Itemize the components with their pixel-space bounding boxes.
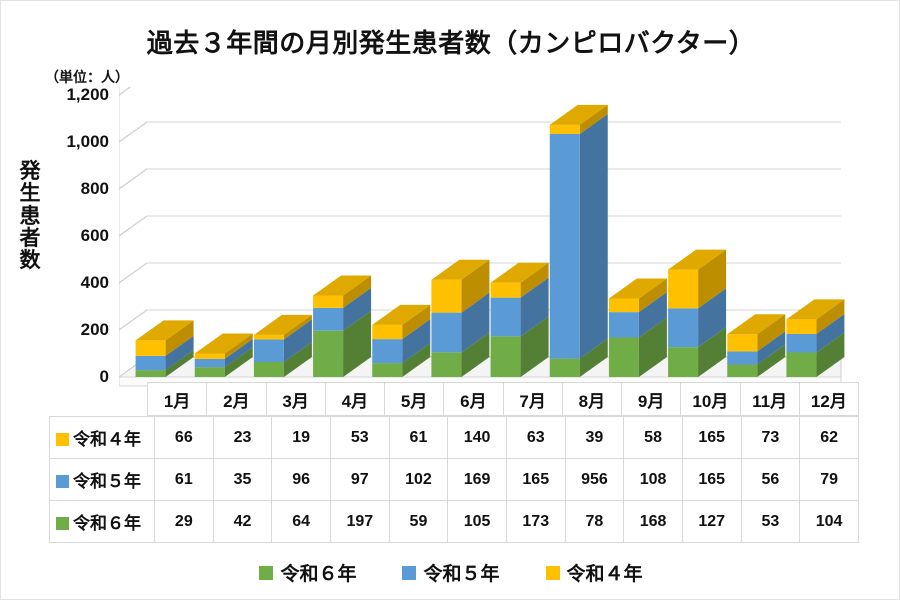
series-color-swatch-icon bbox=[56, 433, 69, 446]
table-cell-令和４年-5月: 61 bbox=[388, 416, 449, 459]
x-axis-month-labels: 1月 2月 3月 4月 5月 6月 7月 8月 9月 10月 11月 12月 bbox=[147, 382, 859, 416]
table-cell-令和６年-3月: 64 bbox=[271, 500, 331, 543]
table-row: 令和４年 66 23 19 53 61 140 63 39 58 165 73 62 bbox=[49, 416, 859, 459]
table-cell-令和４年-7月: 63 bbox=[505, 416, 566, 459]
table-cell-令和４年-12月: 62 bbox=[799, 416, 859, 459]
y-tick-200: 200 bbox=[80, 320, 109, 339]
x-axis-label-8月: 8月 bbox=[563, 383, 622, 415]
table-cell-令和５年-10月: 165 bbox=[681, 458, 742, 501]
table-cell-令和５年-12月: 79 bbox=[799, 458, 859, 501]
legend-item-令和６年[interactable]: 令和６年 bbox=[259, 559, 356, 586]
table-cell-令和６年-4月: 197 bbox=[329, 500, 390, 543]
table-cell-令和４年-3月: 19 bbox=[271, 416, 331, 459]
table-row-label-text: 令和５年 bbox=[73, 472, 141, 491]
bar-column-9月 bbox=[608, 278, 667, 377]
table-row-label-text: 令和４年 bbox=[73, 430, 141, 449]
table-cell-令和４年-11月: 73 bbox=[740, 416, 801, 459]
table-cell-令和５年-6月: 169 bbox=[447, 458, 507, 501]
legend-marker-icon bbox=[545, 565, 560, 580]
bar-column-2月 bbox=[194, 333, 253, 377]
table-cell-令和５年-4月: 97 bbox=[329, 458, 390, 501]
table-row: 令和５年 61 35 96 97 102 169 165 956 108 165 56 79 bbox=[49, 458, 859, 501]
y-tick-0: 0 bbox=[99, 367, 109, 386]
table-cell-令和６年-7月: 173 bbox=[505, 500, 566, 543]
legend-marker-icon bbox=[402, 565, 417, 580]
bar-column-8月 bbox=[549, 104, 608, 377]
table-row: 令和６年 29 42 64 197 59 105 173 78 168 127 53 104 bbox=[49, 500, 859, 543]
table-cell-令和４年-10月: 165 bbox=[681, 416, 742, 459]
bar-column-4月 bbox=[313, 275, 372, 377]
table-row-label-令和６年: 令和６年 bbox=[49, 500, 155, 543]
series-color-swatch-icon bbox=[56, 517, 69, 530]
bar-column-11月 bbox=[727, 314, 786, 377]
bar-column-10月 bbox=[668, 249, 727, 377]
table-cell-令和５年-9月: 108 bbox=[623, 458, 683, 501]
legend-label: 令和４年 bbox=[566, 564, 643, 585]
bar-column-1月 bbox=[135, 320, 194, 377]
y-tick-800: 800 bbox=[80, 179, 109, 198]
y-axis-title: 発生患者数 bbox=[19, 160, 41, 272]
plot-area bbox=[119, 87, 859, 387]
table-cell-令和６年-2月: 42 bbox=[212, 500, 273, 543]
table-cell-令和５年-1月: 61 bbox=[154, 458, 214, 501]
table-cell-令和６年-5月: 59 bbox=[388, 500, 449, 543]
legend-label: 令和６年 bbox=[280, 564, 357, 585]
table-cell-令和５年-3月: 96 bbox=[271, 458, 331, 501]
table-cell-令和６年-12月: 104 bbox=[799, 500, 859, 543]
y-tick-1000: 1,000 bbox=[66, 132, 109, 151]
table-cell-令和６年-11月: 53 bbox=[740, 500, 801, 543]
table-cell-令和４年-6月: 140 bbox=[447, 416, 507, 459]
table-cell-令和５年-2月: 35 bbox=[212, 458, 273, 501]
y-tick-400: 400 bbox=[80, 273, 109, 292]
bar-column-7月 bbox=[490, 262, 549, 377]
chart-legend: 令和６年 令和５年 令和４年 bbox=[1, 559, 899, 586]
x-axis-label-12月: 12月 bbox=[800, 383, 859, 415]
x-axis-label-6月: 6月 bbox=[444, 383, 504, 415]
table-cell-令和４年-4月: 53 bbox=[329, 416, 390, 459]
table-cell-令和６年-8月: 78 bbox=[564, 500, 625, 543]
table-cell-令和６年-1月: 29 bbox=[154, 500, 214, 543]
table-cell-令和５年-5月: 102 bbox=[388, 458, 449, 501]
table-cell-令和４年-1月: 66 bbox=[154, 416, 214, 459]
y-tick-1200: 1,200 bbox=[66, 85, 109, 104]
y-axis-tick-labels: 0 200 400 600 800 1,000 1,200 bbox=[1, 85, 119, 387]
table-cell-令和４年-9月: 58 bbox=[623, 416, 683, 459]
table-cell-令和６年-6月: 105 bbox=[447, 500, 507, 543]
x-axis-label-2月: 2月 bbox=[207, 383, 267, 415]
bar-column-5月 bbox=[372, 304, 431, 377]
table-cell-令和５年-8月: 956 bbox=[564, 458, 625, 501]
x-axis-label-11月: 11月 bbox=[741, 383, 800, 415]
legend-marker-icon bbox=[259, 565, 274, 580]
x-axis-label-7月: 7月 bbox=[504, 383, 563, 415]
x-axis-label-4月: 4月 bbox=[326, 383, 385, 415]
table-cell-令和６年-9月: 168 bbox=[623, 500, 683, 543]
legend-item-令和５年[interactable]: 令和５年 bbox=[402, 559, 500, 586]
table-cell-令和５年-11月: 56 bbox=[740, 458, 801, 501]
legend-item-令和４年[interactable]: 令和４年 bbox=[545, 559, 643, 586]
table-cell-令和４年-8月: 39 bbox=[564, 416, 625, 459]
legend-label: 令和５年 bbox=[423, 564, 500, 585]
unit-label: （単位：人） bbox=[45, 69, 129, 85]
x-axis-label-3月: 3月 bbox=[267, 383, 326, 415]
data-table: 令和４年 66 23 19 53 61 140 63 39 58 165 73 62 令和５年 61 35 96… bbox=[49, 416, 859, 543]
chart-title: 過去３年間の月別発生患者数（カンピロバクター） bbox=[146, 28, 756, 58]
series-color-swatch-icon bbox=[56, 475, 69, 488]
table-cell-令和４年-2月: 23 bbox=[212, 416, 273, 459]
table-row-label-令和５年: 令和５年 bbox=[49, 458, 155, 501]
x-axis-label-10月: 10月 bbox=[681, 383, 741, 415]
bar-column-6月 bbox=[431, 259, 490, 377]
x-axis-label-1月: 1月 bbox=[148, 383, 208, 415]
x-axis-label-9月: 9月 bbox=[622, 383, 682, 415]
table-cell-令和５年-7月: 165 bbox=[505, 458, 566, 501]
x-axis-label-5月: 5月 bbox=[385, 383, 445, 415]
table-row-label-令和４年: 令和４年 bbox=[49, 416, 155, 459]
table-row-label-text: 令和６年 bbox=[73, 514, 141, 533]
data-table-body: 令和４年 66 23 19 53 61 140 63 39 58 165 73 62 令和５年 61 35 96… bbox=[49, 416, 859, 543]
table-cell-令和６年-10月: 127 bbox=[681, 500, 742, 543]
bar-column-3月 bbox=[253, 314, 312, 377]
bar-column-12月 bbox=[786, 299, 845, 377]
y-tick-600: 600 bbox=[80, 226, 109, 245]
